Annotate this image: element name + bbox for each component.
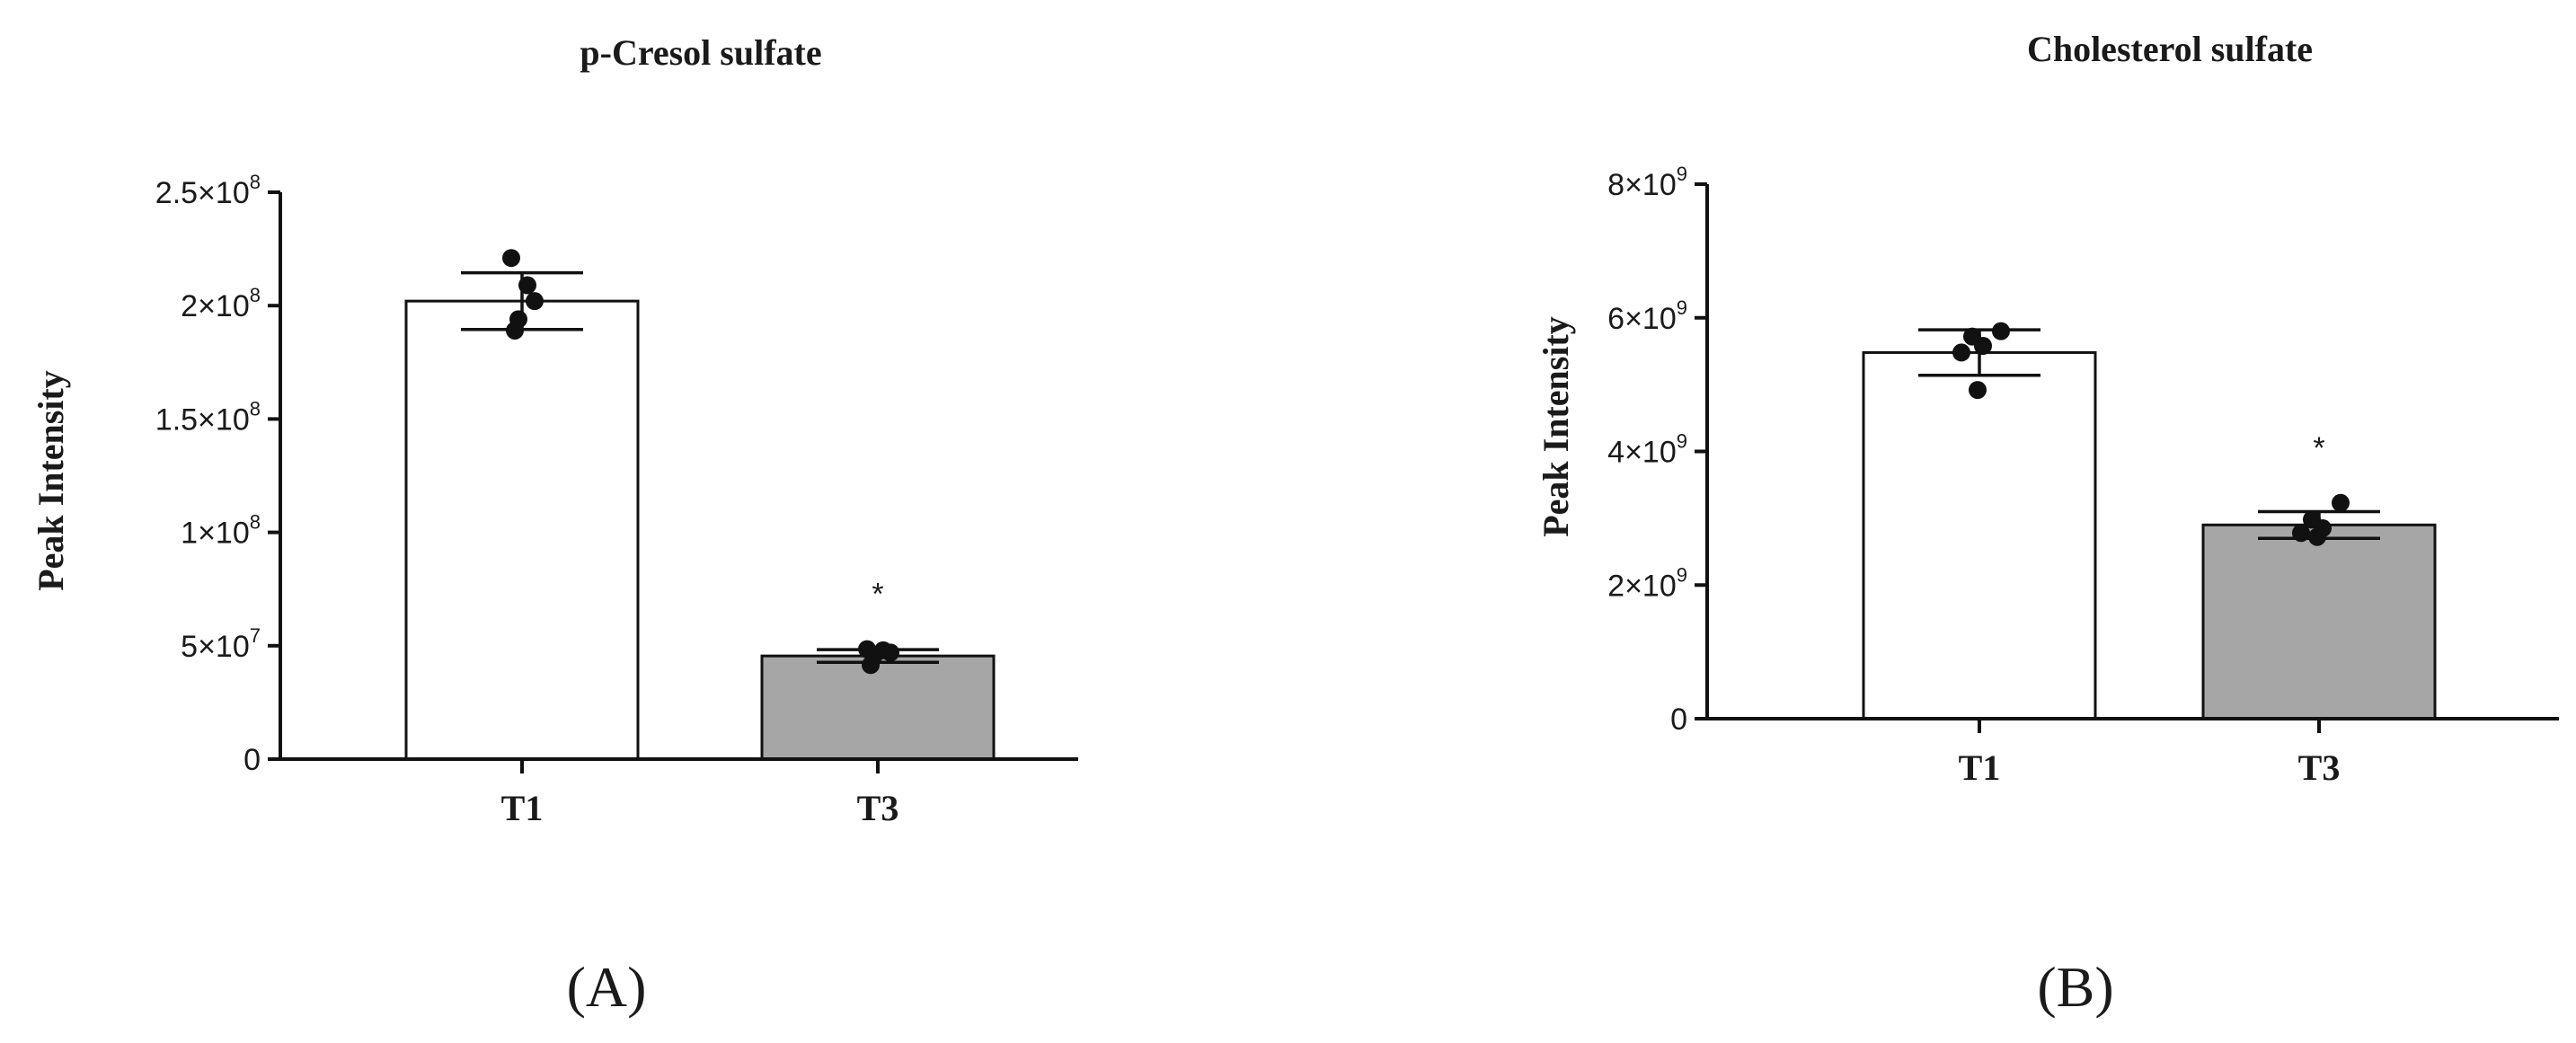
- bar-T1: [404, 299, 640, 761]
- y-tick-label: 4×109: [1607, 430, 1687, 470]
- data-point: [526, 292, 544, 311]
- y-tick-label: 5×107: [181, 624, 261, 664]
- y-ticks: 0 2×109 4×109 6×109 8×109: [1607, 163, 1687, 737]
- y-tick-label: 1×108: [181, 511, 261, 551]
- data-point: [2292, 524, 2310, 543]
- data-point: [1952, 343, 1970, 362]
- data-point: [1992, 322, 2010, 340]
- y-tick-label: 2×109: [1607, 563, 1687, 603]
- data-point: [502, 249, 520, 268]
- panel-label: (A): [567, 955, 647, 1019]
- data-point: [2332, 493, 2350, 512]
- bars: *: [1862, 322, 2437, 720]
- y-tick-label: 2×108: [181, 284, 261, 323]
- y-tick-label: 2.5×108: [155, 171, 261, 210]
- y-tick-label: 0: [243, 743, 261, 777]
- axes: T1 T3: [268, 190, 1078, 828]
- y-tick-label: 0: [1670, 703, 1687, 737]
- bars: *: [404, 249, 996, 761]
- y-tick-label: 6×109: [1607, 296, 1687, 336]
- significance-marker: *: [2313, 431, 2324, 465]
- y-tick-label: 8×109: [1607, 163, 1687, 202]
- x-tick-label: T3: [2298, 747, 2341, 788]
- chart-title: p-Cresol sulfate: [580, 32, 821, 73]
- y-tick-label: 1.5×108: [155, 397, 261, 437]
- y-axis-label: Peak Intensity: [31, 370, 71, 591]
- data-point: [881, 643, 899, 662]
- x-tick-label: T1: [501, 788, 544, 828]
- axes: T1 T3: [1695, 182, 2559, 788]
- data-point: [518, 276, 536, 295]
- y-axis-label: Peak Intensity: [1536, 316, 1576, 537]
- data-point: [506, 321, 524, 340]
- chart-panel-a: p-Cresol sulfate Peak Intensity 0 5×107 1×…: [31, 32, 1078, 1019]
- chart-panel-b: Cholesterol sulfate Peak Intensity 0 2×10…: [1536, 29, 2559, 1019]
- bar-T3: [2201, 523, 2437, 720]
- data-point: [862, 656, 880, 675]
- data-point: [2308, 527, 2326, 546]
- chart-title: Cholesterol sulfate: [2027, 29, 2313, 69]
- y-ticks: 0 5×107 1×108 1.5×108 2×108 2.5×108: [155, 171, 261, 777]
- data-point: [1974, 336, 1992, 355]
- bar-T3: [760, 654, 996, 761]
- data-point: [1969, 381, 1987, 400]
- panel-label: (B): [2037, 955, 2113, 1019]
- significance-marker: *: [872, 578, 883, 612]
- x-tick-label: T3: [857, 788, 899, 828]
- x-tick-label: T1: [1959, 747, 2001, 788]
- bar-T1: [1862, 350, 2097, 720]
